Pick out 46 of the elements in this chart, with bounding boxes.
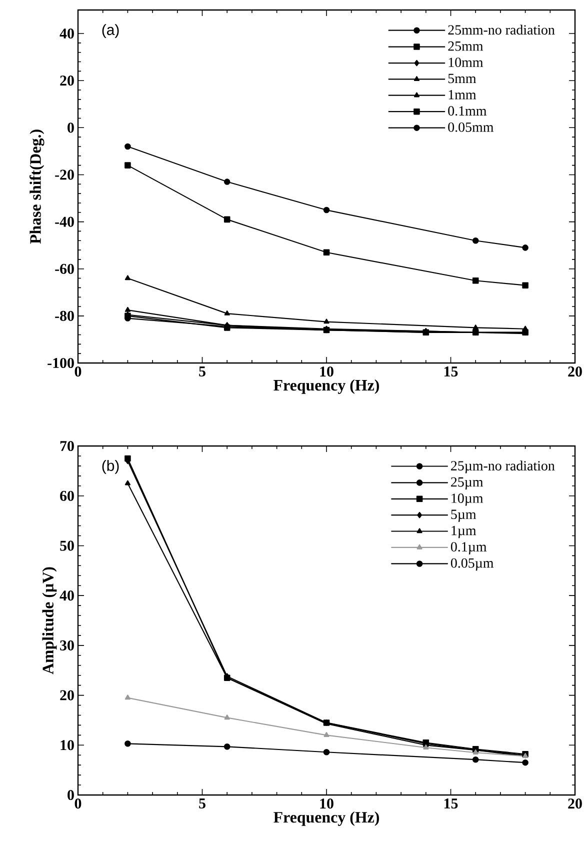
x-tick-label: 0 [74, 366, 82, 377]
legend-label: 25mm [448, 41, 484, 51]
y-tick-label: -80 [55, 310, 74, 321]
x-axis-title: Frequency (Hz) [274, 811, 379, 826]
x-tick-label: 15 [444, 366, 458, 377]
legend-label: 0.05mm [448, 122, 494, 132]
x-axis-title: Frequency (Hz) [274, 379, 379, 394]
x-tick-label: 5 [199, 366, 206, 376]
x-tick-label: 20 [568, 798, 582, 809]
y-tick-label: -40 [55, 216, 74, 227]
y-tick-label: 20 [60, 690, 74, 700]
y-tick-label: 70 [60, 440, 74, 452]
y-tick-label: 40 [60, 590, 74, 601]
x-tick-label: 0 [74, 798, 82, 809]
legend-label: 1mm [448, 90, 476, 100]
x-tick-label: 10 [320, 366, 334, 377]
legend-label: 1µm [452, 526, 476, 538]
legend-label: 10mm [448, 58, 484, 68]
y-tick-label: 30 [60, 640, 74, 650]
legend-label: 0.05µm [450, 558, 494, 571]
legend-label: 0.1µm [450, 542, 487, 554]
y-tick-label: -100 [48, 358, 74, 368]
x-tick-label: 10 [320, 798, 334, 809]
legend-label: 25mm-no radiation [448, 24, 555, 35]
x-tick-label: 5 [199, 798, 206, 808]
y-tick-label: 50 [60, 540, 74, 551]
legend-label: 5mm [448, 74, 476, 84]
y-tick-label: -60 [55, 264, 74, 274]
y-tick-label: 10 [60, 740, 74, 750]
legend-label: 25µm [451, 477, 484, 490]
y-tick-label: 0 [68, 790, 74, 800]
y-tick-label: -20 [55, 170, 74, 180]
x-tick-label: 20 [568, 366, 582, 377]
annotation: (a) [102, 24, 119, 38]
y-tick-label: 60 [60, 490, 74, 501]
y-tick-label: 0 [68, 122, 74, 133]
y-tick-label: 20 [60, 76, 74, 86]
legend-label: 10µm [452, 494, 484, 506]
annotation: (b) [102, 460, 119, 474]
x-tick-label: 15 [444, 798, 458, 809]
y-axis-title: Phase shift(Deg.) [30, 130, 44, 244]
legend-label: 0.1mm [448, 106, 487, 116]
y-tick-label: 40 [60, 28, 74, 39]
legend-label: 5µm [451, 510, 476, 522]
legend-label: 25µm-no radiation [451, 460, 555, 474]
y-axis-title: Amplitude (µV) [42, 567, 57, 674]
